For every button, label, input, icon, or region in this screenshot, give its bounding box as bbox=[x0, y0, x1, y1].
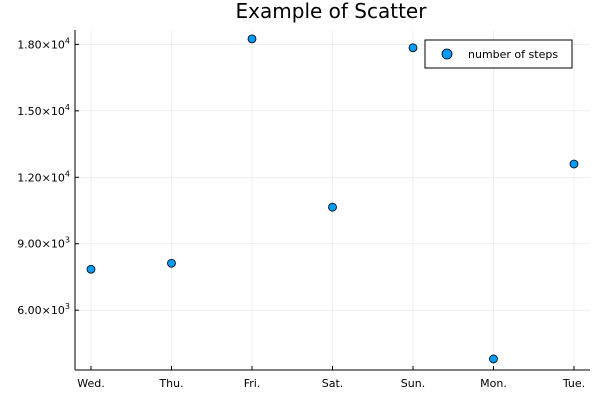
chart-title: Example of Scatter bbox=[236, 0, 428, 23]
data-points bbox=[86, 34, 579, 364]
legend: number of steps bbox=[424, 39, 573, 69]
y-tick-label: 1.50×104 bbox=[17, 103, 70, 118]
x-tick-label: Wed. bbox=[77, 377, 104, 390]
data-point bbox=[328, 202, 337, 212]
y-tick-label: 9.00×103 bbox=[17, 236, 70, 251]
y-axis-ticks: 6.00×103 9.00×103 1.20×104 1.50×104 1.80×104 bbox=[17, 36, 79, 317]
x-tick-label: Tue. bbox=[562, 377, 585, 390]
data-point bbox=[86, 264, 96, 274]
x-tick-label: Sun. bbox=[401, 377, 425, 390]
data-point bbox=[569, 159, 579, 169]
data-point bbox=[247, 34, 257, 44]
x-tick-label: Fri. bbox=[244, 377, 261, 390]
x-axis-ticks: Wed. Thu. Fri. Sat. Sun. Mon. Tue. bbox=[77, 366, 585, 390]
legend-marker bbox=[441, 48, 453, 60]
grid-lines bbox=[75, 30, 590, 370]
data-point bbox=[489, 354, 498, 364]
y-tick-label: 1.20×104 bbox=[17, 169, 70, 184]
x-tick-label: Thu. bbox=[158, 377, 183, 390]
data-point bbox=[167, 258, 176, 268]
y-tick-label: 6.00×103 bbox=[17, 302, 70, 317]
y-tick-label: 1.80×104 bbox=[17, 36, 70, 51]
legend-label: number of steps bbox=[468, 48, 558, 61]
x-tick-label: Mon. bbox=[480, 377, 507, 390]
x-tick-label: Sat. bbox=[322, 377, 344, 390]
data-point bbox=[408, 43, 418, 53]
